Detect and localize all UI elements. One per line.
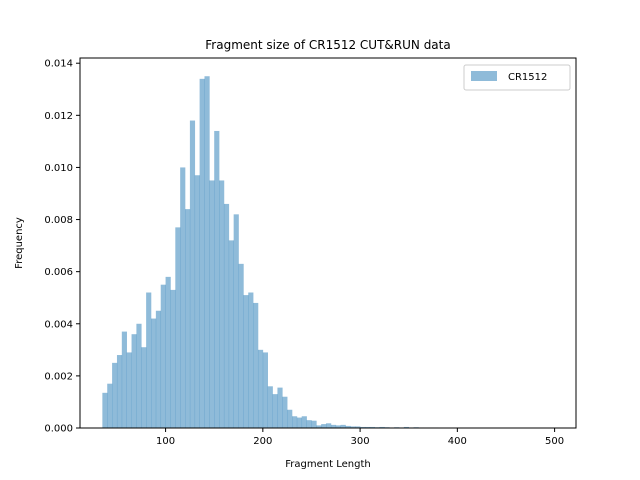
legend: CR1512: [463, 64, 571, 91]
y-tick-label: 0.012: [44, 111, 73, 122]
histogram-bar: [185, 209, 191, 428]
histogram-bar: [223, 203, 230, 428]
x-tick-label: 400: [448, 436, 467, 447]
histogram-bar: [277, 387, 283, 428]
y-axis: 0.000 0.002 0.004 0.006 0.008 0.010 0.012 0.014: [44, 59, 80, 435]
histogram-bar: [136, 323, 142, 428]
histogram-bar: [175, 227, 181, 428]
bar-group: [102, 76, 555, 429]
histogram-bar: [243, 295, 249, 428]
histogram-bar: [238, 263, 244, 428]
y-tick-label: 0.004: [44, 319, 73, 330]
histogram-bar: [131, 334, 137, 428]
histogram-bar: [204, 76, 210, 429]
x-tick-label: 100: [156, 436, 175, 447]
histogram-bar: [355, 426, 361, 428]
histogram-bar: [321, 424, 327, 428]
histogram-bar: [330, 424, 337, 428]
y-tick-label: 0.006: [44, 267, 73, 278]
histogram-bar: [199, 78, 205, 428]
histogram-bar: [107, 383, 113, 428]
histogram-bar: [112, 362, 118, 428]
histogram-bar: [116, 355, 123, 428]
histogram-bar: [282, 396, 288, 428]
histogram-bar: [364, 426, 371, 428]
histogram-bar: [160, 284, 166, 428]
histogram-bar: [209, 180, 215, 428]
histogram-bar: [326, 423, 332, 428]
histogram-bar: [301, 416, 307, 428]
y-tick-label: 0.008: [44, 215, 73, 226]
histogram-bar: [151, 318, 157, 428]
histogram-bar: [194, 175, 200, 428]
histogram-bar: [214, 130, 220, 428]
chart-title: Fragment size of CR1512 CUT&RUN data: [205, 38, 450, 52]
histogram-bar: [233, 214, 239, 428]
histogram-bar: [248, 292, 254, 428]
x-axis-label: Fragment Length: [285, 459, 370, 470]
histogram-bar: [340, 424, 346, 428]
histogram-bar: [262, 352, 268, 428]
histogram-bar: [141, 347, 147, 428]
histogram-bar: [403, 426, 410, 428]
histogram-bar: [267, 386, 273, 428]
histogram-bar: [102, 392, 108, 428]
x-tick-label: 300: [351, 436, 370, 447]
histogram-bar: [316, 425, 322, 428]
histogram-bar: [155, 310, 162, 428]
histogram-bar: [369, 426, 375, 428]
histogram-bar: [296, 417, 303, 428]
legend-swatch: [471, 71, 497, 81]
histogram-bar: [189, 120, 196, 428]
histogram-bar: [287, 409, 293, 428]
histogram-bar: [121, 331, 127, 428]
y-tick-label: 0.010: [44, 163, 73, 174]
histogram-bar: [272, 394, 278, 428]
histogram-bar: [350, 426, 356, 428]
y-tick-label: 0.000: [44, 424, 73, 435]
legend-entry-cr1512: CR1512: [508, 72, 547, 83]
histogram-bar: [219, 180, 225, 428]
histogram-bar: [311, 420, 317, 428]
histogram-bar: [180, 167, 186, 428]
histogram-bar: [335, 425, 341, 428]
histogram-bar: [306, 420, 312, 428]
histogram-bar: [292, 416, 298, 428]
histogram-bar: [253, 302, 259, 428]
y-tick-label: 0.014: [44, 59, 73, 70]
histogram-bar: [165, 276, 171, 428]
histogram-bar: [170, 289, 176, 428]
histogram-bar: [379, 426, 385, 428]
histogram-bar: [360, 426, 366, 428]
histogram-bar: [345, 425, 351, 428]
histogram-bar: [257, 349, 264, 428]
plot-frame: [79, 57, 577, 429]
x-tick-label: 500: [545, 436, 564, 447]
histogram-bar: [146, 292, 152, 428]
histogram-bar: [228, 240, 234, 428]
x-tick-label: 200: [253, 436, 272, 447]
x-axis: 100 200 300 400 500: [156, 428, 564, 447]
y-axis-label: Frequency: [14, 217, 25, 269]
histogram-bar: [126, 352, 132, 428]
y-tick-label: 0.002: [44, 371, 73, 382]
